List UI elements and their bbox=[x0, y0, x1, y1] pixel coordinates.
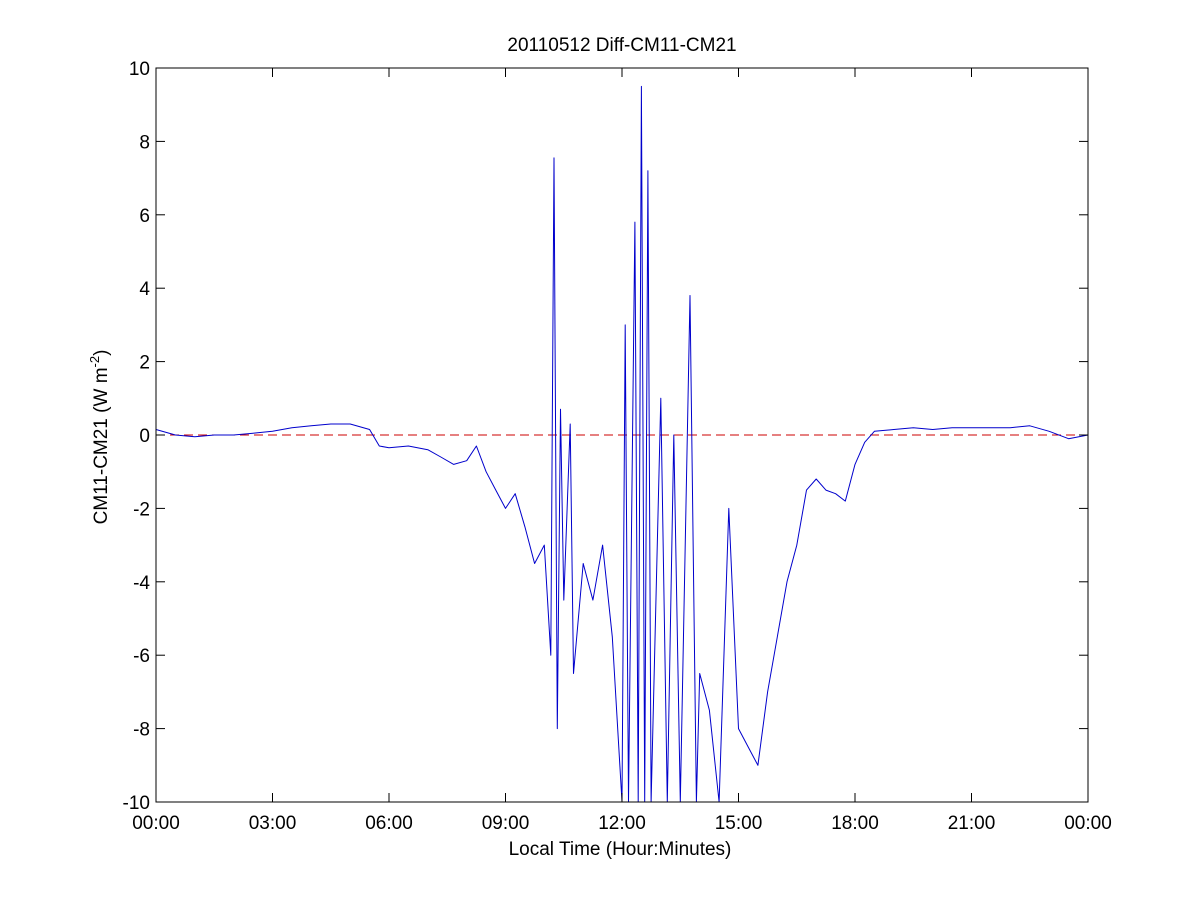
y-axis-title-superscript: -2 bbox=[87, 356, 102, 368]
x-tick-label: 18:00 bbox=[831, 813, 879, 834]
y-tick-label: -10 bbox=[123, 793, 150, 814]
x-tick-label: 09:00 bbox=[482, 813, 530, 834]
x-tick-label: 00:00 bbox=[132, 813, 180, 834]
tick-layer: 00:00 03:00 06:00 09:00 12:00 15:00 18:00 21:00… bbox=[123, 59, 1112, 834]
x-tick-label: 06:00 bbox=[365, 813, 413, 834]
series-line-0 bbox=[155, 85, 1089, 803]
y-tick-label: 8 bbox=[139, 132, 150, 153]
y-axis-title: CM11-CM21 (W m-2) bbox=[87, 350, 112, 525]
x-tick-label: 03:00 bbox=[249, 813, 297, 834]
y-tick-label: 10 bbox=[129, 59, 150, 80]
x-axis-title: Local Time (Hour:Minutes) bbox=[509, 839, 732, 860]
chart-title: 20110512 Diff-CM11-CM21 bbox=[507, 35, 736, 56]
y-tick-label: 4 bbox=[139, 279, 150, 300]
x-tick-label: 21:00 bbox=[948, 813, 996, 834]
series-layer bbox=[155, 85, 1089, 803]
y-tick-label: -4 bbox=[133, 573, 150, 594]
x-tick-label: 15:00 bbox=[715, 813, 763, 834]
y-tick-label: 2 bbox=[139, 353, 150, 374]
y-axis-title-main: CM11-CM21 (W m bbox=[91, 367, 112, 524]
y-tick-label: 6 bbox=[139, 206, 150, 227]
y-tick-label: 0 bbox=[139, 426, 150, 447]
y-tick-label: -8 bbox=[133, 720, 150, 741]
y-axis-title-close: ) bbox=[91, 350, 112, 356]
y-tick-label: -2 bbox=[133, 499, 150, 520]
x-tick-label: 12:00 bbox=[598, 813, 646, 834]
x-tick-label: 00:00 bbox=[1064, 813, 1112, 834]
y-tick-label: -6 bbox=[133, 646, 150, 667]
